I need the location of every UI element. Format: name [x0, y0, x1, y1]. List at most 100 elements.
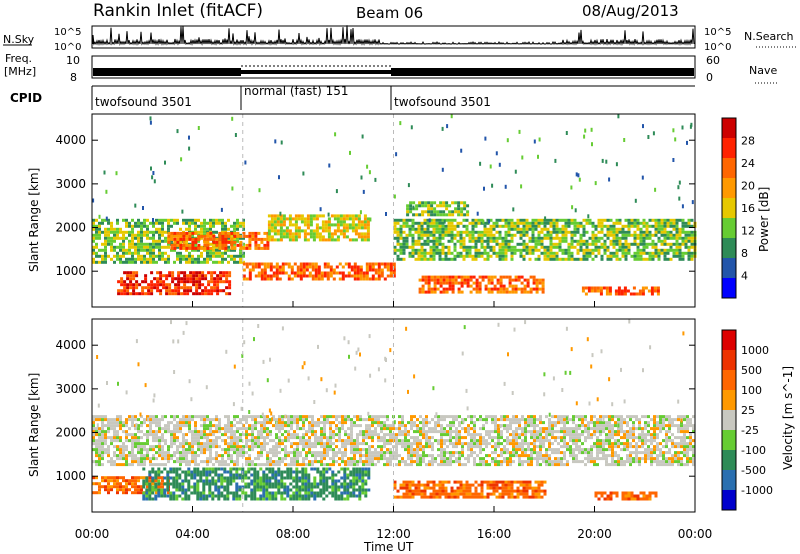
heatmap-cell-1-0	[536, 430, 539, 434]
heatmap-cell-1-0	[485, 433, 488, 437]
heatmap-cell-1-0	[353, 445, 356, 449]
heatmap-cell-1-0	[407, 421, 410, 425]
heatmap-cell-0-5	[684, 224, 688, 228]
heatmap-cell-1-0	[182, 445, 185, 449]
heatmap-cell-0-0	[122, 218, 125, 222]
heatmap-cell-1-0	[236, 463, 239, 467]
heatmap-cell-1-0	[308, 445, 311, 449]
heatmap-cell-0-0	[158, 218, 161, 222]
heatmap-cell-1-0	[287, 424, 290, 428]
heatmap-cell-1-0	[98, 457, 101, 461]
heatmap-cell-0-5	[660, 221, 664, 225]
heatmap-cell-1-0	[158, 448, 161, 452]
heatmap-cell-0-0	[158, 236, 161, 240]
heatmap-cell-1-0	[548, 433, 551, 437]
heatmap-cell-1-0	[428, 442, 431, 446]
heatmap-cell-0-0	[137, 224, 140, 228]
heatmap-cell-1-0	[428, 460, 431, 464]
heatmap-cell-1-0	[308, 421, 311, 425]
heatmap-cell-0-1	[123, 292, 127, 296]
heatmap-cell-1-0	[236, 421, 239, 425]
heatmap-cell-0-0	[221, 218, 224, 222]
heatmap-scatter-0	[605, 159, 608, 164]
heatmap-cell-1-0	[443, 454, 446, 458]
heatmap-cell-0-2	[194, 240, 198, 244]
heatmap-cell-1-0	[479, 445, 482, 449]
heatmap-cell-1-0	[479, 439, 482, 443]
heatmap-cell-1-0	[302, 415, 305, 419]
heatmap-cell-0-5	[396, 230, 400, 234]
heatmap-cell-0-1	[189, 274, 193, 278]
heatmap-cell-0-3	[317, 268, 321, 272]
heatmap-cell-0-0	[110, 236, 113, 240]
heatmap-cell-0-5	[411, 233, 415, 237]
heatmap-cell-1-0	[494, 430, 497, 434]
heatmap-cell-1-0	[254, 427, 257, 431]
heatmap-cell-0-1	[150, 283, 154, 287]
heatmap-cell-0-2	[263, 243, 267, 247]
heatmap-cell-0-5	[636, 227, 640, 231]
heatmap-cell-0-5	[663, 233, 667, 237]
heatmap-cell-0-0	[146, 260, 149, 264]
heatmap-cell-0-1	[219, 277, 223, 281]
heatmap-cell-0-1	[186, 277, 190, 281]
heatmap-cell-1-0	[527, 457, 530, 461]
heatmap-cell-0-0	[215, 245, 218, 249]
heatmap-cell-0-0	[128, 257, 131, 261]
heatmap-cell-0-5	[492, 245, 496, 249]
heatmap-cell-1-0	[473, 436, 476, 440]
heatmap-cell-0-0	[122, 230, 125, 234]
heatmap-cell-0-5	[510, 245, 514, 249]
heatmap-cell-0-4	[363, 223, 367, 227]
heatmap-cell-1-0	[407, 445, 410, 449]
heatmap-cell-0-5	[615, 248, 619, 252]
heatmap-cell-0-5	[651, 245, 655, 249]
heatmap-cell-0-5	[480, 242, 484, 246]
heatmap-scatter-0	[328, 163, 331, 168]
heatmap-cell-0-5	[627, 248, 631, 252]
heatmap-cell-0-5	[420, 236, 424, 240]
heatmap-cell-1-0	[365, 430, 368, 434]
heatmap-cell-0-4	[291, 235, 295, 239]
heatmap-cell-0-4	[312, 217, 316, 221]
heatmap-cell-0-6	[439, 275, 443, 279]
heatmap-cell-1-0	[326, 436, 329, 440]
heatmap-cell-1-0	[95, 463, 98, 467]
heatmap-cell-0-5	[642, 245, 646, 249]
heatmap-cell-0-5	[531, 218, 535, 222]
heatmap-cell-0-7	[593, 289, 597, 293]
heatmap-cell-1-0	[497, 430, 500, 434]
heatmap-cell-1-0	[314, 424, 317, 428]
heatmap-cell-0-6	[532, 278, 536, 282]
heatmap-cell-0-1	[162, 274, 166, 278]
heatmap-cell-1-0	[278, 460, 281, 464]
heatmap-cell-0-0	[164, 251, 167, 255]
heatmap-cell-0-3	[359, 268, 363, 272]
heatmap-cell-1-0	[242, 418, 245, 422]
heatmap-cell-0-5	[441, 251, 445, 255]
power-colorbar-swatch-5	[722, 218, 736, 239]
heatmap-cell-1-0	[434, 421, 437, 425]
heatmap-cell-0-4	[321, 238, 325, 242]
heatmap-cell-1-0	[560, 451, 563, 455]
heatmap-cell-0-3	[368, 268, 372, 272]
heatmap-cell-1-0	[551, 430, 554, 434]
heatmap-cell-1-0	[230, 454, 233, 458]
heatmap-cell-1-0	[464, 457, 467, 461]
heatmap-cell-0-5	[450, 251, 454, 255]
heatmap-cell-1-0	[260, 415, 263, 419]
heatmap-cell-1-0	[113, 460, 116, 464]
heatmap-cell-0-5	[474, 242, 478, 246]
heatmap-cell-0-5	[408, 254, 412, 258]
heatmap-cell-0-5	[462, 257, 466, 261]
heatmap-cell-0-6	[433, 290, 437, 294]
heatmap-cell-0-0	[206, 227, 209, 231]
heatmap-cell-1-0	[551, 415, 554, 419]
heatmap-cell-0-1	[198, 286, 202, 290]
heatmap-cell-0-6	[532, 287, 536, 291]
heatmap-cell-0-5	[627, 227, 631, 231]
heatmap-cell-0-1	[132, 277, 136, 281]
heatmap-cell-0-6	[454, 281, 458, 285]
heatmap-cell-0-6	[541, 278, 545, 282]
heatmap-cell-1-0	[569, 454, 572, 458]
